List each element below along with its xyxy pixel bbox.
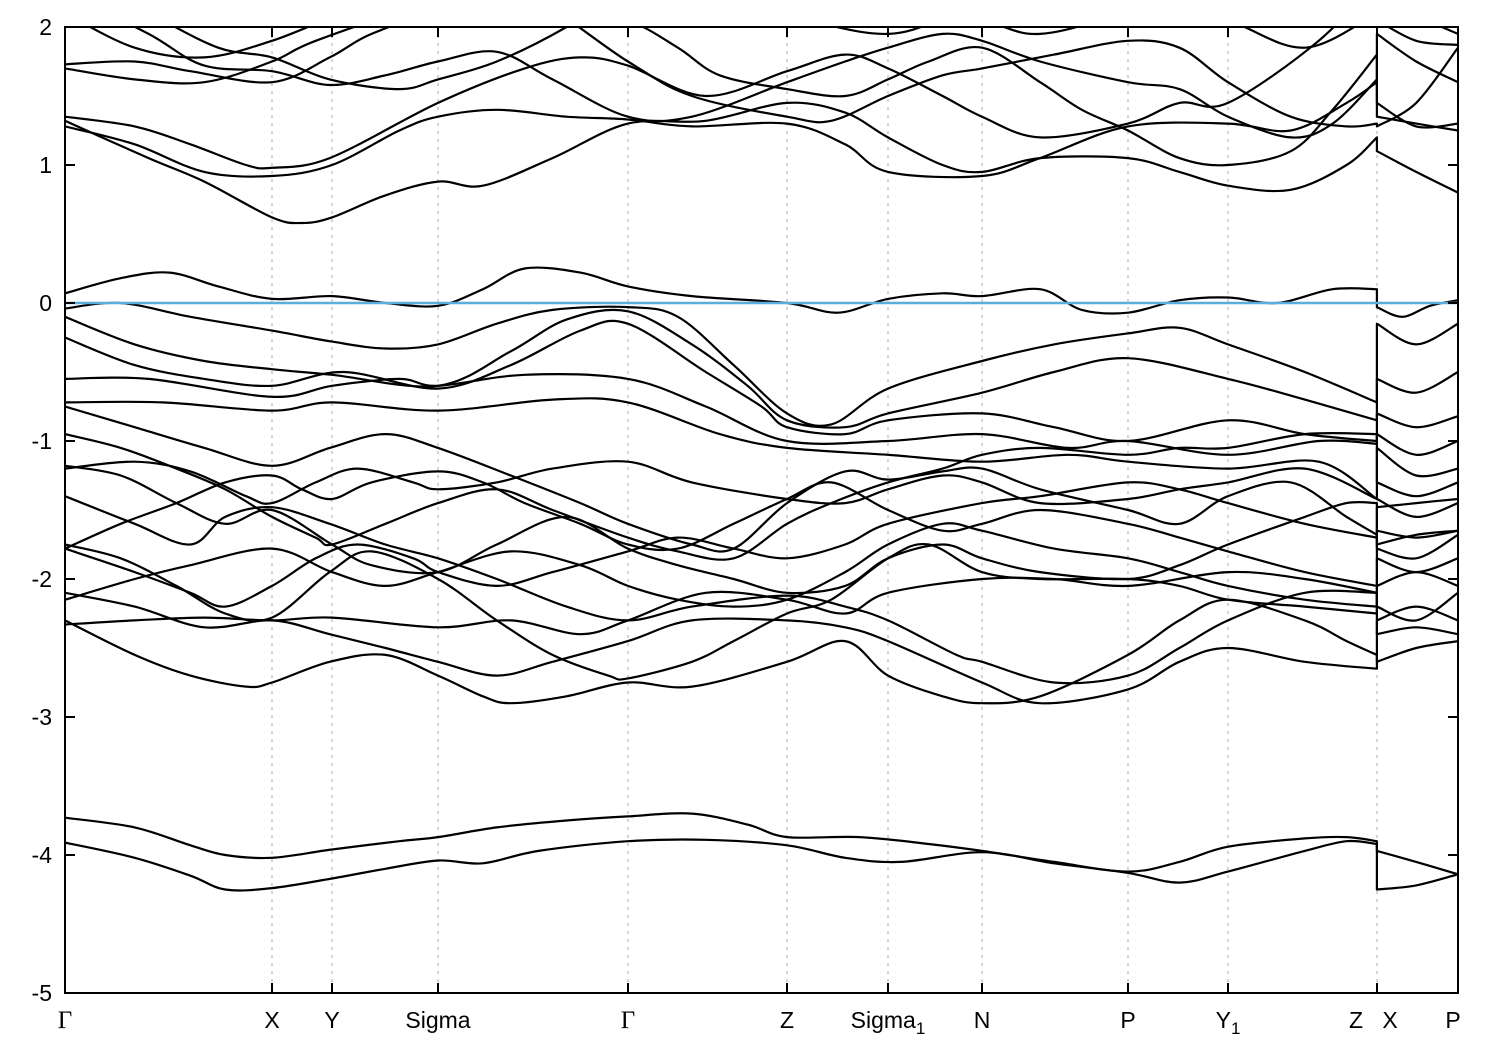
x-axis-label: Sigma (405, 1007, 470, 1033)
x-axis-label: Γ (58, 1007, 72, 1034)
y-tick-label: -2 (32, 566, 52, 592)
y-tick-label: -4 (32, 842, 53, 868)
axis-ticks (64, 26, 1459, 994)
band-curve-18 (65, 570, 1458, 636)
x-axis-label: Y (324, 1007, 339, 1033)
band-curve-1 (65, 838, 1458, 892)
band-curve-17 (65, 591, 1458, 705)
bands-group (65, 27, 1458, 892)
band-curve-28 (87, 27, 1458, 59)
x-axis-label: X (1382, 1007, 1397, 1033)
plot-border (64, 26, 1459, 994)
band-curve-20 (65, 266, 1458, 318)
x-axis-label: Sigma1 (851, 1007, 926, 1038)
y-tick-label: 0 (39, 290, 52, 316)
y-tick-label: 2 (39, 14, 52, 40)
x-axis-label: X (264, 1007, 279, 1033)
gridlines (271, 27, 1378, 993)
band-curve-24 (65, 27, 1458, 170)
band-curve-5 (65, 319, 1458, 443)
band-curve-2 (65, 812, 1458, 876)
band-curve-12 (65, 495, 1458, 685)
x-axis-label: Γ (621, 1007, 635, 1034)
y-tick-label: 1 (39, 152, 52, 178)
x-axis-label: Y1 (1216, 1007, 1241, 1038)
band-curve-27 (172, 27, 1081, 91)
band-curve-7 (65, 397, 1458, 519)
band-curve-14 (65, 481, 1458, 608)
y-tick-label: -1 (32, 428, 52, 454)
band-curve-26 (65, 81, 1458, 179)
x-axis-label: Z (780, 1007, 794, 1033)
y-tick-label: -3 (32, 704, 52, 730)
band-curve-13 (65, 470, 1458, 587)
band-curve-21 (132, 27, 1458, 139)
x-axis-label: P (1445, 1007, 1460, 1033)
band-curve-15 (65, 542, 1458, 681)
x-axis-label: Z (1349, 1007, 1363, 1033)
band-curve-19 (65, 598, 1458, 705)
band-curve-3 (65, 301, 1458, 427)
band-curve-22 (65, 27, 1458, 167)
band-curve-10 (65, 446, 1458, 506)
band-curve-25 (65, 101, 1458, 225)
x-axis-label: N (974, 1007, 991, 1033)
band-curve-9 (65, 431, 1458, 561)
band-curve-6 (65, 373, 1458, 456)
band-curve-4 (65, 308, 1458, 429)
y-tick-label: -5 (32, 980, 52, 1006)
band-curve-11 (65, 464, 1458, 595)
band-curve-23 (65, 27, 1458, 128)
x-axis-label: P (1120, 1007, 1135, 1033)
